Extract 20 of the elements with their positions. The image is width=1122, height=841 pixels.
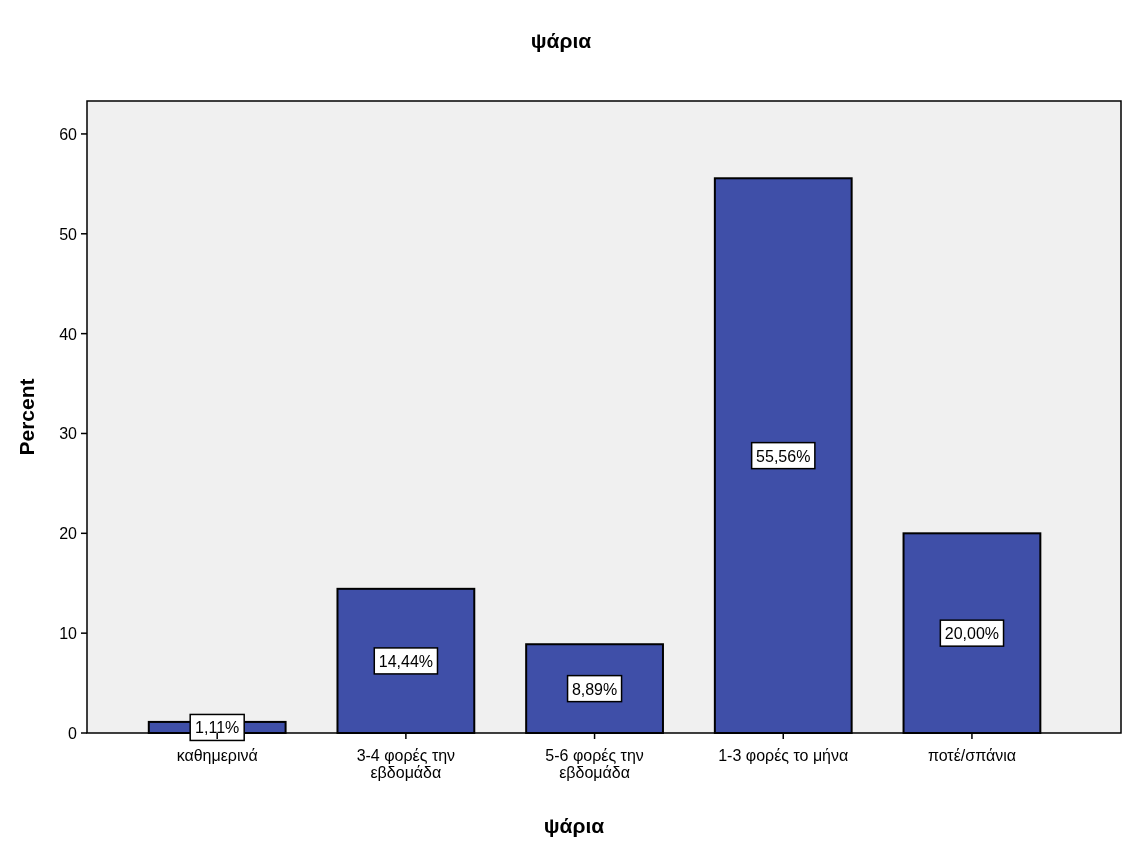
y-tick-label: 0 bbox=[68, 725, 78, 742]
data-label: 14,44% bbox=[378, 652, 434, 670]
y-tick-label: 30 bbox=[59, 425, 78, 443]
x-tick-label: καθημερινά bbox=[176, 747, 258, 764]
y-tick-label: 20 bbox=[59, 525, 78, 543]
y-axis-title: Percent bbox=[15, 378, 38, 456]
data-label: 8,89% bbox=[571, 680, 618, 698]
data-label: 55,56% bbox=[756, 447, 811, 465]
x-tick-label: ποτέ/σπάνια bbox=[927, 747, 1016, 764]
x-tick-label: 1-3 φορές το μήνα bbox=[718, 747, 849, 764]
x-axis-title: ψάρια bbox=[543, 814, 605, 837]
y-tick-label: 50 bbox=[59, 225, 78, 243]
x-tick-label: 3-4 φορές την εβδομάδα bbox=[356, 747, 456, 781]
y-tick-label: 10 bbox=[59, 625, 78, 643]
data-label: 20,00% bbox=[944, 625, 1000, 643]
y-tick-label: 60 bbox=[59, 125, 78, 143]
chart-title: ψάρια bbox=[530, 29, 592, 52]
x-tick-label: 5-6 φορές την εβδομάδα bbox=[545, 747, 644, 781]
y-tick-label: 40 bbox=[59, 325, 78, 343]
data-label: 1,11% bbox=[195, 719, 240, 737]
